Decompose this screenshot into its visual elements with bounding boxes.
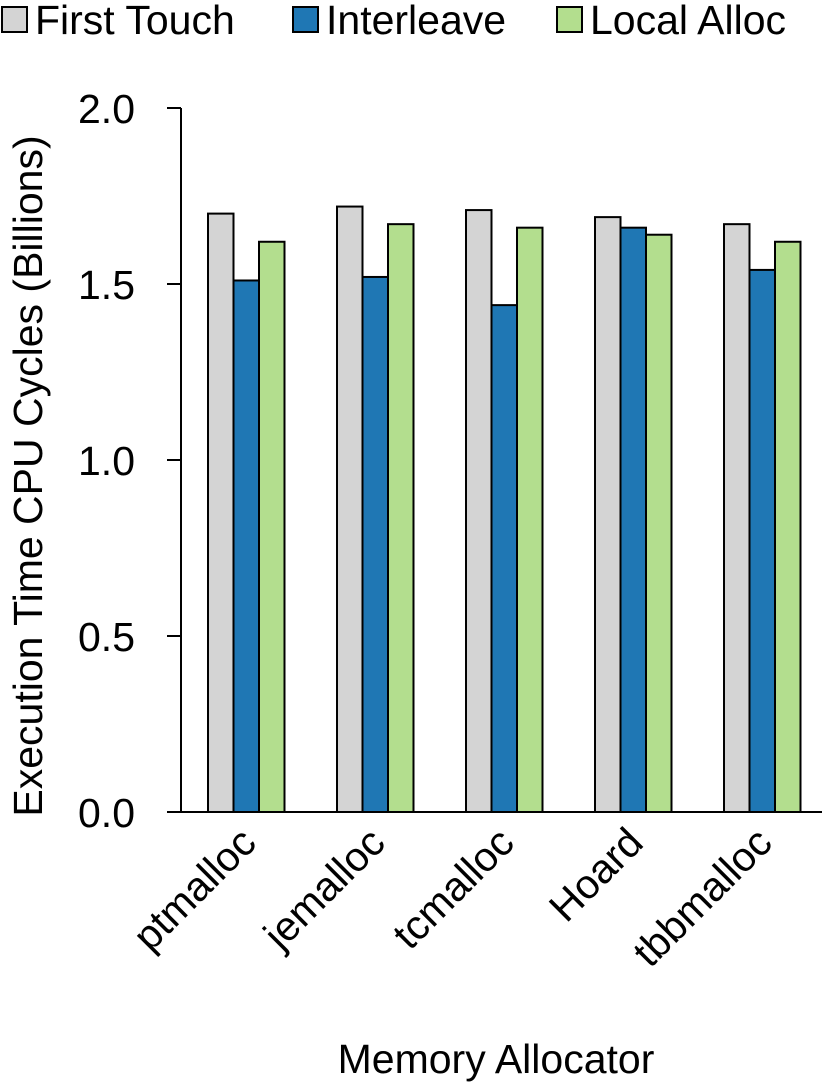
legend-swatch-local-alloc [556, 6, 583, 33]
y-axis-label: Execution Time CPU Cycles (Billions) [5, 135, 51, 816]
bar-tcmalloc-interleave [490, 304, 518, 813]
bar-tcmalloc-local-alloc [516, 226, 544, 813]
y-tick-label: 0.5 [78, 614, 135, 660]
bar-hoard-interleave [619, 226, 647, 813]
bar-hoard-local-alloc [645, 233, 673, 814]
x-tick-label: tbbmalloc [624, 819, 781, 976]
bar-ptmalloc-interleave [232, 279, 260, 814]
bar-tbbmalloc-first-touch [723, 223, 751, 814]
y-tick-label: 0.0 [78, 790, 135, 836]
bar-ptmalloc-first-touch [207, 212, 235, 814]
legend-label-interleave: Interleave [326, 0, 506, 43]
y-axis: 0.0 0.5 1.0 1.5 2.0 [78, 86, 182, 836]
x-tick-label: Hoard [540, 819, 651, 930]
x-tick-label: tcmalloc [384, 819, 523, 958]
y-tick-label: 2.0 [78, 86, 135, 132]
x-tick-label: jemalloc [254, 819, 394, 959]
x-tick-label: ptmalloc [124, 819, 264, 959]
bar-jemalloc-first-touch [336, 205, 364, 813]
legend-label-first-touch: First Touch [35, 0, 235, 43]
x-axis-label: Memory Allocator [338, 1036, 655, 1082]
legend-label-local-alloc: Local Alloc [590, 0, 786, 43]
bar-tbbmalloc-local-alloc [774, 240, 802, 813]
y-tick-label: 1.0 [78, 438, 135, 484]
legend-swatch-first-touch [1, 6, 28, 33]
legend-swatch-interleave [292, 6, 319, 33]
bar-tbbmalloc-interleave [748, 268, 776, 814]
y-tick-label: 1.5 [78, 262, 135, 308]
bars-group [207, 205, 802, 814]
bar-hoard-first-touch [594, 216, 622, 813]
bar-jemalloc-local-alloc [387, 223, 415, 814]
legend: First Touch Interleave Local Alloc [1, 0, 786, 43]
bar-tcmalloc-first-touch [465, 209, 493, 813]
bar-ptmalloc-local-alloc [258, 240, 286, 813]
bar-jemalloc-interleave [361, 275, 389, 813]
